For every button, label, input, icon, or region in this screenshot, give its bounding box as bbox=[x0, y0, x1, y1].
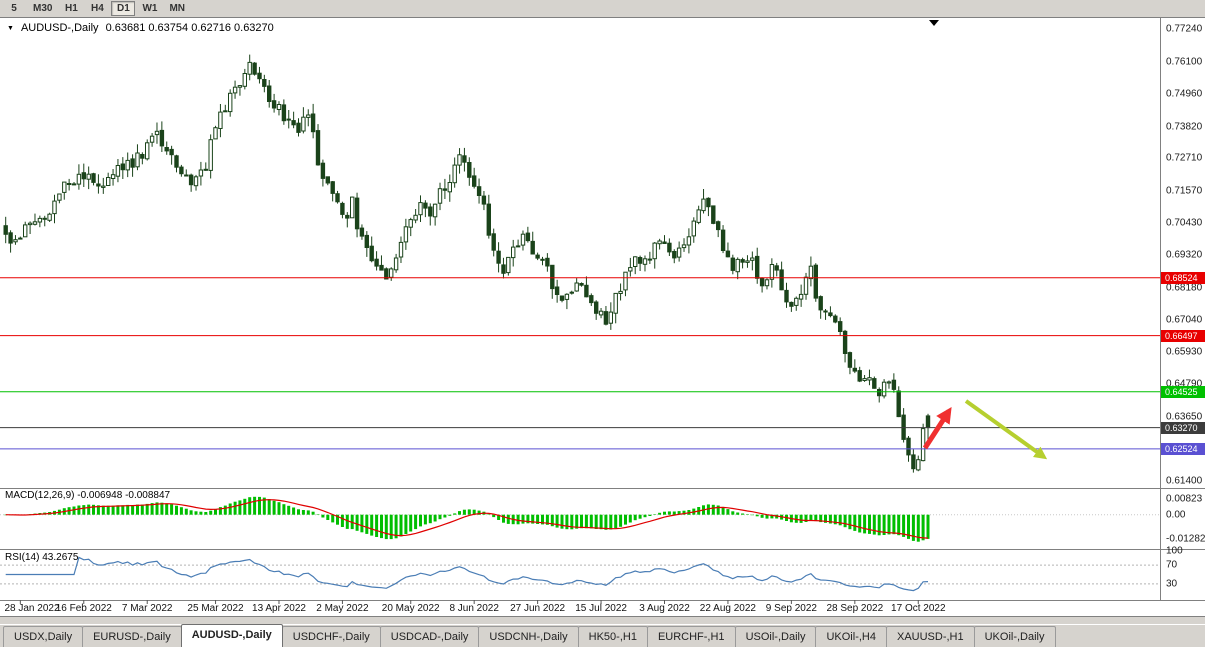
price-scale-tick: 0.69320 bbox=[1166, 249, 1203, 261]
green-arrow-annotation[interactable] bbox=[964, 399, 1048, 460]
tab-eurusd-daily[interactable]: EURUSD-,Daily bbox=[82, 626, 182, 647]
date-label: 8 Jun 2022 bbox=[449, 603, 499, 614]
red-arrow-annotation[interactable] bbox=[922, 406, 952, 450]
rsi-line bbox=[5, 556, 929, 592]
tab-usdx-daily[interactable]: USDX,Daily bbox=[3, 626, 84, 647]
date-label: 15 Jul 2022 bbox=[575, 603, 627, 614]
date-label: 16 Feb 2022 bbox=[55, 603, 112, 614]
price-scale-tick: 0.73820 bbox=[1166, 121, 1203, 133]
price-tag-0.64525: 0.64525 bbox=[1161, 385, 1205, 398]
tab-audusd-daily[interactable]: AUDUSD-,Daily bbox=[180, 624, 283, 647]
date-label: 20 May 2022 bbox=[381, 603, 440, 614]
chart-window[interactable]: ▼ AUDUSD-,Daily 0.63681 0.63754 0.62716 … bbox=[0, 17, 1205, 617]
price-tag-0.62524: 0.62524 bbox=[1161, 442, 1205, 455]
tab-hk50-h1[interactable]: HK50-,H1 bbox=[577, 626, 648, 647]
macd-signal-line bbox=[5, 499, 929, 539]
timeframe-button-d1[interactable]: D1 bbox=[111, 1, 136, 16]
price-tag-0.63270: 0.63270 bbox=[1161, 421, 1205, 434]
chart-ohlc-values: 0.63681 0.63754 0.62716 0.63270 bbox=[105, 22, 274, 34]
timeframe-button-w1[interactable]: W1 bbox=[142, 3, 158, 14]
price-scale-tick: 0.63650 bbox=[1166, 411, 1203, 423]
date-label: 17 Oct 2022 bbox=[891, 603, 946, 614]
tab-usoil-daily[interactable]: USOil-,Daily bbox=[734, 626, 817, 647]
date-label: 22 Aug 2022 bbox=[699, 603, 756, 614]
timeframe-button-h1[interactable]: H1 bbox=[65, 3, 78, 14]
date-label: 7 Mar 2022 bbox=[121, 603, 173, 614]
tab-xauusd-h1[interactable]: XAUUSD-,H1 bbox=[885, 626, 975, 647]
date-label: 28 Jan 2022 bbox=[4, 603, 60, 614]
price-scale-tick: 0.72710 bbox=[1166, 152, 1203, 164]
date-label: 13 Apr 2022 bbox=[252, 603, 306, 614]
date-label: 3 Aug 2022 bbox=[639, 603, 690, 614]
macd-scale-tick: 0.00823 bbox=[1166, 493, 1203, 505]
timeframe-button-mn[interactable]: MN bbox=[169, 3, 186, 14]
price-scale-tick: 0.68180 bbox=[1166, 282, 1203, 293]
rsi-scale-tick: 30 bbox=[1166, 578, 1178, 590]
timeframe-button-5[interactable]: 5 bbox=[11, 3, 17, 14]
price-scale-tick: 0.61400 bbox=[1166, 475, 1203, 487]
macd-histogram bbox=[4, 496, 930, 542]
rsi-label: RSI(14) 43.2675 bbox=[5, 552, 79, 563]
macd-label: MACD(12,26,9) -0.006948 -0.008847 bbox=[5, 490, 171, 501]
rsi-scale-tick: 70 bbox=[1166, 559, 1178, 571]
tab-usdchf-daily[interactable]: USDCHF-,Daily bbox=[281, 626, 381, 647]
price-scale-tick: 0.67040 bbox=[1166, 314, 1203, 326]
price-tag-0.68524: 0.68524 bbox=[1161, 271, 1205, 284]
timeframe-button-h4[interactable]: H4 bbox=[91, 3, 104, 14]
price-scale-tick: 0.74960 bbox=[1166, 88, 1203, 100]
macd-scale-tick: 0.00 bbox=[1166, 509, 1186, 521]
tab-ukoil-h4[interactable]: UKOil-,H4 bbox=[815, 626, 887, 647]
chart-shift-marker[interactable] bbox=[929, 20, 939, 26]
price-scale-tick: 0.76100 bbox=[1166, 56, 1203, 67]
timeframe-button-m30[interactable]: M30 bbox=[33, 3, 53, 14]
price-scale-tick: 0.70430 bbox=[1166, 217, 1203, 229]
price-tag-0.66497: 0.66497 bbox=[1161, 329, 1205, 342]
chart-canvas bbox=[0, 17, 1205, 617]
price-scale-tick: 0.71570 bbox=[1166, 185, 1203, 197]
tab-eurchf-h1[interactable]: EURCHF-,H1 bbox=[646, 626, 736, 647]
date-label: 28 Sep 2022 bbox=[826, 603, 884, 614]
date-label: 27 Jun 2022 bbox=[510, 603, 566, 614]
tab-usdcad-daily[interactable]: USDCAD-,Daily bbox=[379, 626, 480, 647]
tab-ukoil-daily[interactable]: UKOil-,Daily bbox=[973, 626, 1056, 647]
price-scale-tick: 0.77240 bbox=[1166, 23, 1203, 35]
chart-dropdown-icon: ▼ bbox=[7, 24, 14, 32]
candlestick-series bbox=[3, 54, 931, 473]
price-scale-tick: 0.64790 bbox=[1166, 378, 1203, 390]
chart-tabs: USDX,Daily EURUSD-,Daily AUDUSD-,Daily USDC… bbox=[0, 624, 1205, 647]
chart-title: ▼ AUDUSD-,Daily 0.63681 0.63754 0.62716 … bbox=[7, 22, 274, 34]
chart-symbol-period: AUDUSD-,Daily bbox=[20, 22, 99, 34]
macd-scale-tick: -0.01282 bbox=[1166, 533, 1205, 545]
date-label: 9 Sep 2022 bbox=[765, 603, 817, 614]
date-label: 2 May 2022 bbox=[316, 603, 369, 614]
date-label: 25 Mar 2022 bbox=[187, 603, 244, 614]
tab-usdcnh-daily[interactable]: USDCNH-,Daily bbox=[478, 626, 579, 647]
rsi-scale-tick: 100 bbox=[1166, 545, 1183, 557]
timeframe-toolbar: 5 M30 H1 H4 D1 W1 MN bbox=[0, 0, 1205, 17]
price-scale-tick: 0.65930 bbox=[1166, 346, 1203, 358]
